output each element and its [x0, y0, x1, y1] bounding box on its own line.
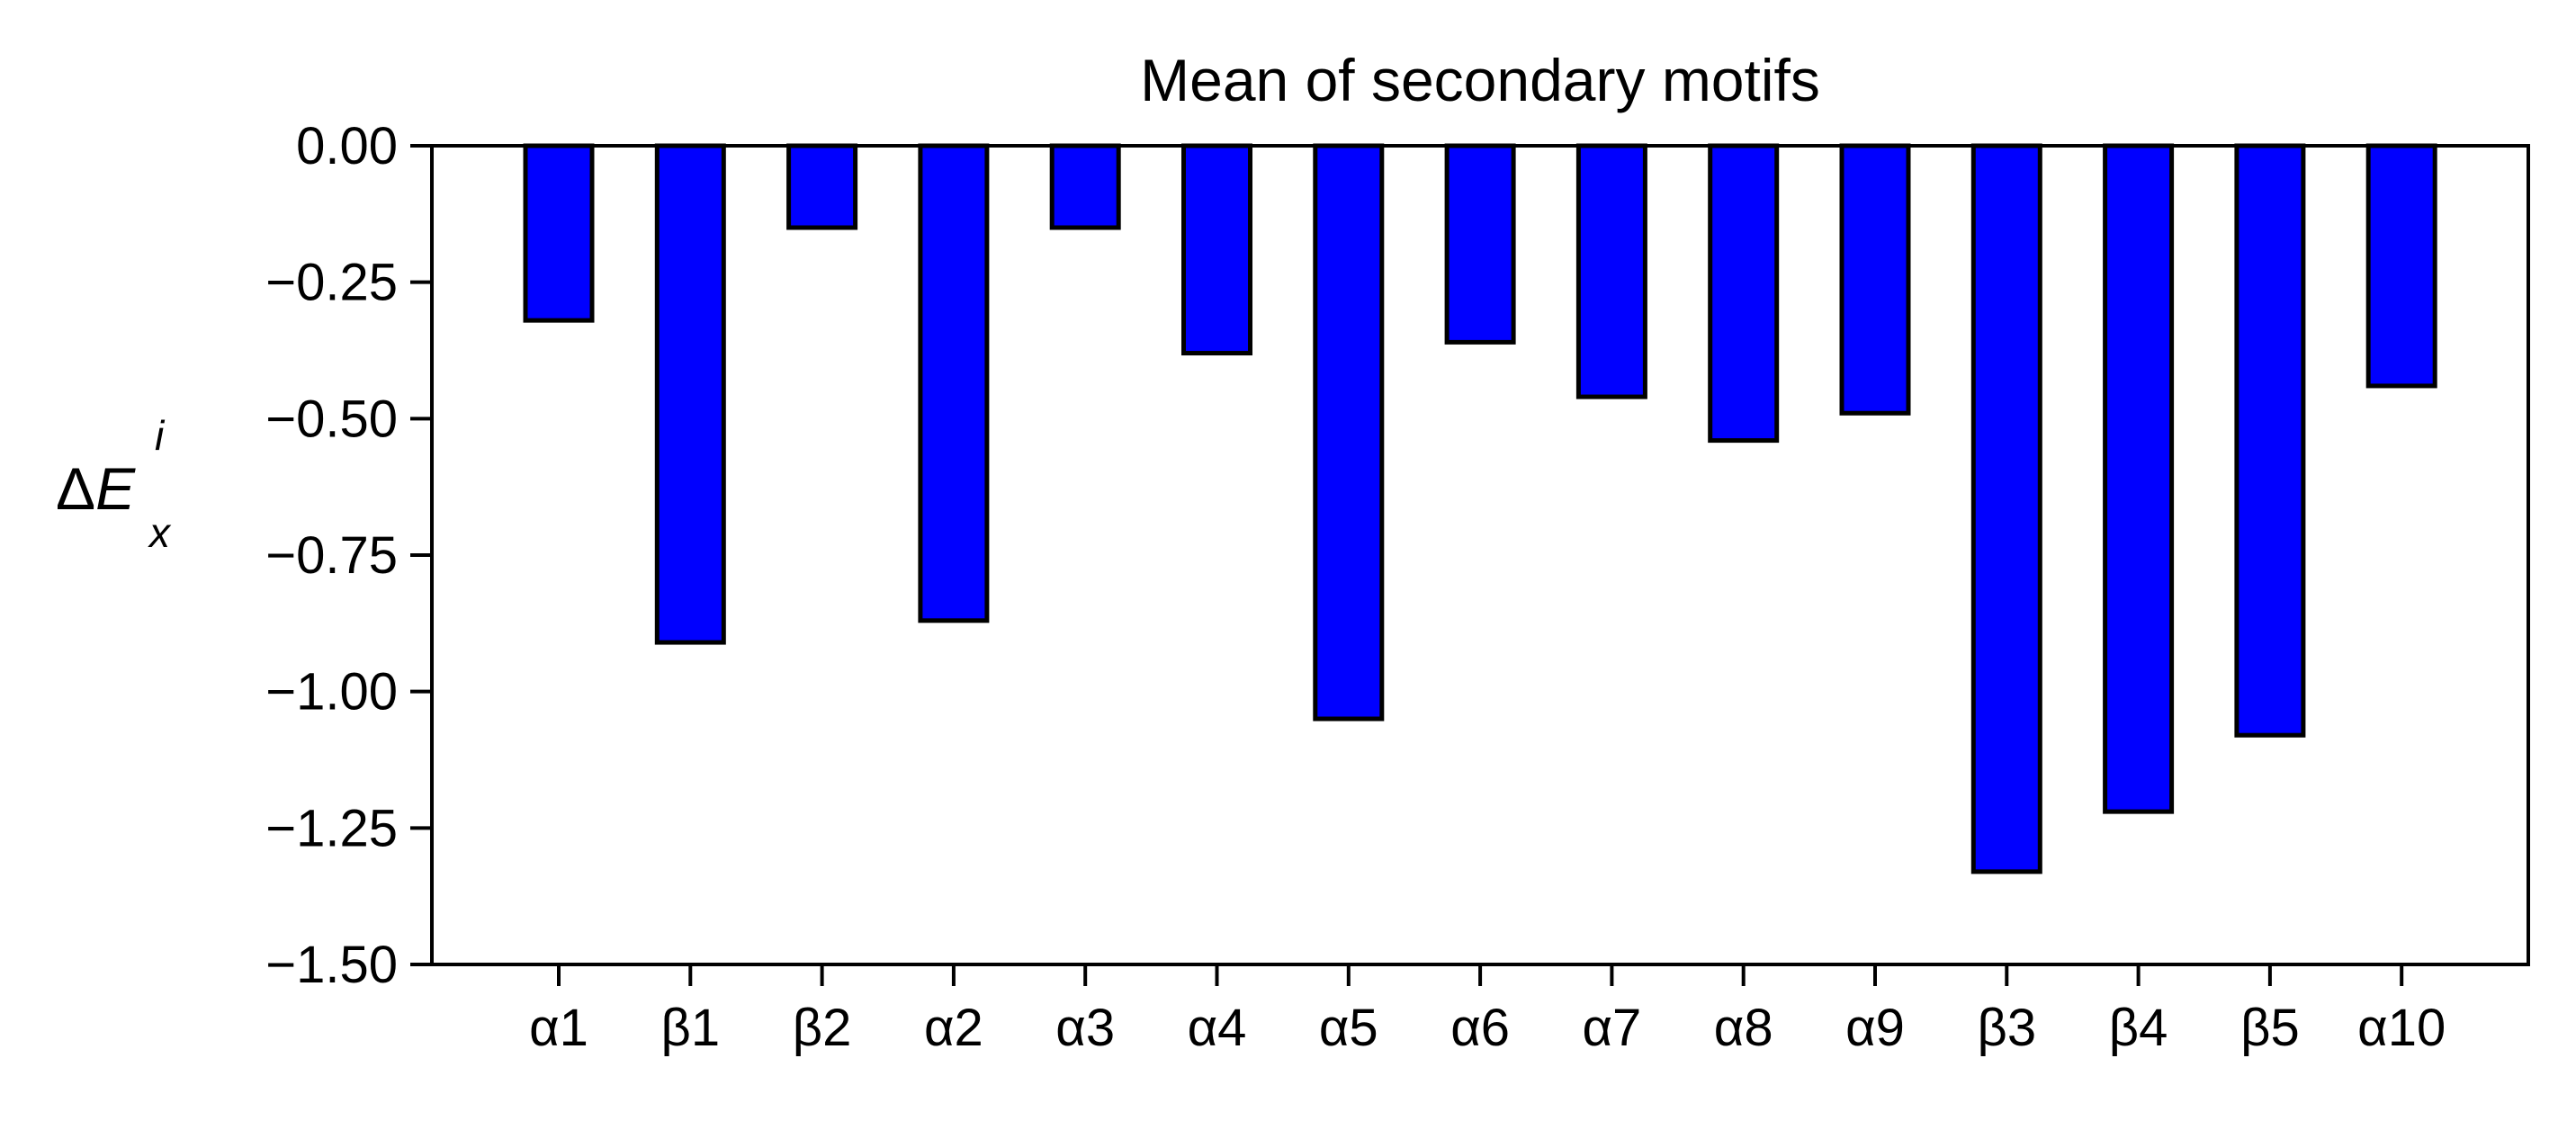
y-tick-label: 0.00: [296, 117, 398, 175]
y-axis-label-superscript: i: [155, 412, 166, 459]
y-tick-label: −1.25: [265, 799, 398, 857]
bar-α1: [523, 143, 595, 323]
x-tick-label: β3: [1977, 999, 2036, 1057]
y-tick-label: −0.25: [265, 254, 398, 312]
x-tick-label: β2: [793, 999, 852, 1057]
bar-α6: [1444, 143, 1516, 345]
bar-α5: [1313, 143, 1385, 722]
bar-α3: [1049, 143, 1121, 230]
bar-α4: [1181, 143, 1252, 356]
bar-β5: [2234, 143, 2306, 738]
y-axis-label-symbol: E: [95, 455, 136, 522]
y-tick-label: −0.75: [265, 526, 398, 585]
x-tick-label: α2: [924, 999, 983, 1057]
y-axis-label-subscript: x: [148, 509, 172, 556]
bar-α8: [1708, 143, 1780, 444]
bar-α9: [1839, 143, 1911, 416]
x-tick-label: α9: [1845, 999, 1905, 1057]
bar-β2: [786, 143, 858, 230]
x-tick-label: α1: [529, 999, 588, 1057]
chart-title: Mean of secondary motifs: [1140, 47, 1820, 113]
bar-α7: [1575, 143, 1647, 399]
x-tick-label: α3: [1055, 999, 1115, 1057]
y-axis-ticks: 0.00 −0.25 −0.50 −0.75 −1.00 −1.25 −1.50: [265, 117, 432, 994]
x-tick-label: α8: [1714, 999, 1773, 1057]
x-tick-label: α7: [1583, 999, 1642, 1057]
plot-area-frame: [430, 144, 2530, 966]
bar-β1: [654, 143, 726, 645]
y-tick-label: −1.50: [265, 936, 398, 994]
x-tick-label: β5: [2240, 999, 2300, 1057]
x-tick-label: β1: [660, 999, 720, 1057]
x-tick-label: α10: [2357, 999, 2446, 1057]
x-tick-label: α4: [1188, 999, 1247, 1057]
bar-β4: [2103, 143, 2175, 814]
bar-α10: [2365, 143, 2437, 389]
bar-series: [523, 143, 2437, 874]
y-tick-label: −1.00: [265, 663, 398, 722]
x-tick-label: β4: [2109, 999, 2168, 1057]
y-axis-label-delta: Δ: [56, 455, 95, 522]
x-axis-ticks: α1 β1 β2 α2 α3 α4 α5 α6 α7 α8 α9 β3 β4 β5 α10: [529, 964, 2446, 1057]
x-tick-label: α6: [1450, 999, 1510, 1057]
y-axis-label: ΔE: [56, 455, 136, 522]
x-tick-label: α5: [1319, 999, 1378, 1057]
bar-α2: [918, 143, 990, 623]
y-tick-label: −0.50: [265, 390, 398, 448]
bar-β3: [1970, 143, 2042, 874]
